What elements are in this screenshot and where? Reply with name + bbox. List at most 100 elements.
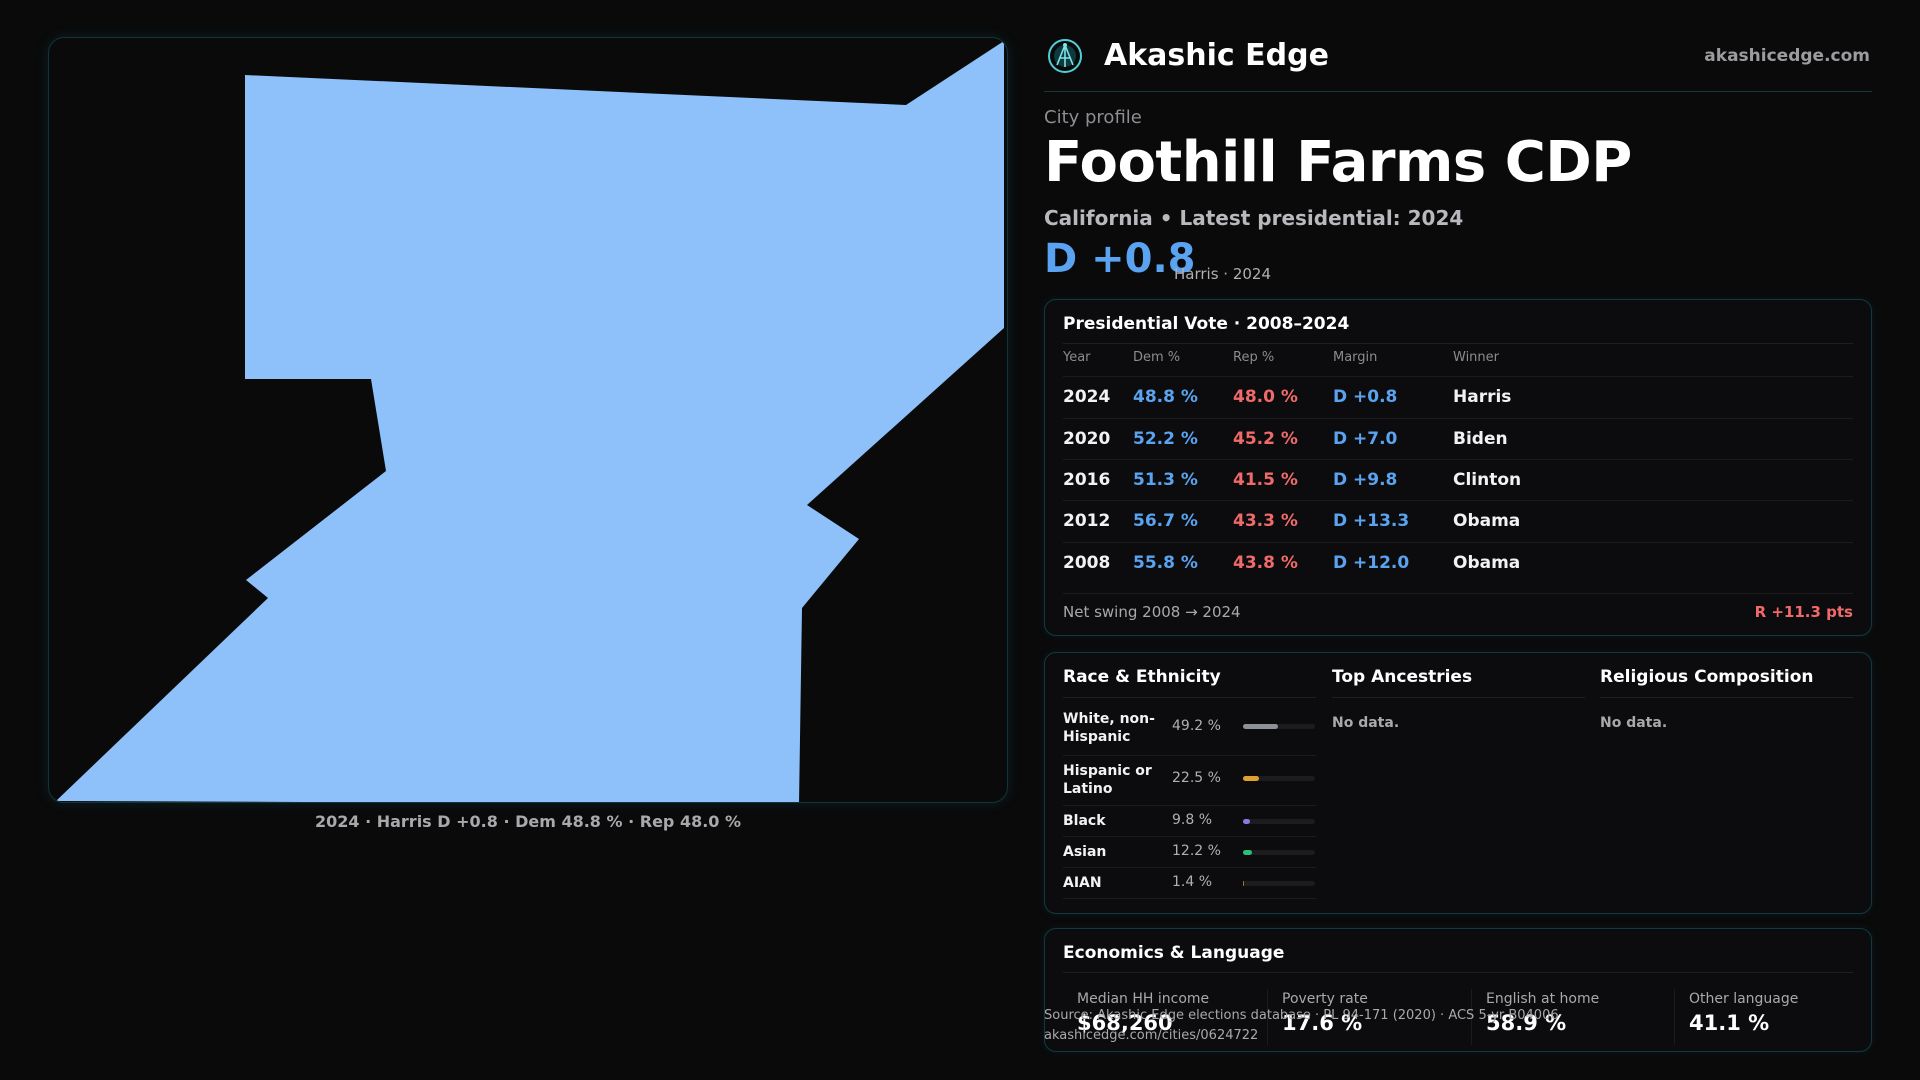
race-name: Hispanic or Latino [1063, 763, 1152, 797]
net-swing-value: R +11.3 pts [1754, 603, 1853, 621]
race-bar [1243, 881, 1315, 886]
race-bar-fill [1243, 881, 1245, 886]
card-title: Economics & Language [1063, 943, 1285, 963]
race-name: Black [1063, 813, 1106, 829]
stat-label: English at home [1486, 991, 1600, 1007]
section-title: Religious Composition [1600, 667, 1814, 687]
row-year: 2012 [1063, 511, 1111, 531]
stat-label: Poverty rate [1282, 991, 1368, 1007]
race-name: White, non-Hispanic [1063, 711, 1155, 745]
presidential-vote-card: Presidential Vote · 2008–2024 Year Dem %… [1044, 299, 1872, 636]
race-value: 49.2 % [1172, 718, 1221, 734]
section-title: Top Ancestries [1332, 667, 1473, 687]
latest-margin-note: Harris · 2024 [1174, 265, 1272, 283]
race-bar-fill [1243, 776, 1260, 781]
race-value: 9.8 % [1172, 812, 1213, 828]
row-margin: D +0.8 [1333, 387, 1398, 407]
empty-state: No data. [1332, 715, 1400, 731]
source-footnote: Source: Akashic Edge elections database … [1044, 1006, 1559, 1046]
race-bar [1243, 724, 1315, 729]
race-row: AIAN 1.4 % [1063, 867, 1316, 898]
row-rep: 43.3 % [1233, 511, 1298, 531]
profile-eyebrow: City profile [1044, 107, 1142, 128]
row-dem: 55.8 % [1133, 553, 1198, 573]
row-margin: D +13.3 [1333, 511, 1410, 531]
profile-subtitle: California • Latest presidential: 2024 [1044, 206, 1464, 230]
race-value: 12.2 % [1172, 843, 1221, 859]
ancestries-section: Top Ancestries No data. [1332, 667, 1585, 767]
row-year: 2008 [1063, 553, 1111, 573]
race-row: White, non-Hispanic 49.2 % [1063, 705, 1316, 755]
row-rep: 45.2 % [1233, 429, 1298, 449]
divider [1063, 898, 1316, 899]
row-winner: Harris [1453, 387, 1512, 407]
section-title: Race & Ethnicity [1063, 667, 1221, 687]
brand-name[interactable]: Akashic Edge [1104, 38, 1329, 73]
column-header-winner: Winner [1453, 350, 1500, 365]
race-name: Asian [1063, 844, 1107, 860]
row-winner: Biden [1453, 429, 1508, 449]
brand-url[interactable]: akashicedge.com [1704, 46, 1870, 66]
map-caption: 2024 · Harris D +0.8 · Dem 48.8 % · Rep … [314, 812, 742, 831]
row-winner: Obama [1453, 511, 1521, 531]
source-url[interactable]: akashicedge.com/cities/0624722 [1044, 1028, 1259, 1043]
econ-stat-median-income: Median HH income $68,260 [1045, 989, 1245, 1045]
row-year: 2020 [1063, 429, 1111, 449]
row-year: 2024 [1063, 387, 1111, 407]
row-winner: Obama [1453, 553, 1521, 573]
map-panel [48, 37, 1008, 803]
net-swing-label: Net swing 2008 → 2024 [1063, 603, 1241, 621]
city-boundary-shape[interactable] [56, 41, 1004, 803]
row-dem: 56.7 % [1133, 511, 1198, 531]
race-bar-fill [1243, 724, 1279, 729]
row-rep: 43.8 % [1233, 553, 1298, 573]
race-bar [1243, 819, 1315, 824]
network-globe-icon[interactable] [1047, 38, 1083, 74]
divider [1063, 343, 1853, 344]
row-year: 2016 [1063, 470, 1111, 490]
race-value: 1.4 % [1172, 874, 1213, 890]
stat-value: 41.1 % [1689, 1011, 1770, 1035]
row-margin: D +12.0 [1333, 553, 1410, 573]
column-header-dem: Dem % [1133, 350, 1181, 365]
econ-stat-other-language: Other language 41.1 % [1674, 989, 1874, 1045]
row-rep: 48.0 % [1233, 387, 1298, 407]
source-text: Source: Akashic Edge elections database … [1044, 1008, 1559, 1023]
row-margin: D +7.0 [1333, 429, 1398, 449]
stat-value: 58.9 % [1486, 1011, 1567, 1035]
table-header: Year Dem % Rep % Margin Winner [1063, 350, 1853, 376]
row-rep: 41.5 % [1233, 470, 1298, 490]
column-header-margin: Margin [1333, 350, 1378, 365]
page-title: Foothill Farms CDP [1044, 130, 1632, 195]
table-row: 2020 52.2 % 45.2 % D +7.0 Biden [1063, 418, 1853, 459]
religion-section: Religious Composition No data. [1600, 667, 1853, 767]
row-winner: Clinton [1453, 470, 1522, 490]
divider [1063, 697, 1316, 698]
economics-card: Economics & Language Median HH income $6… [1044, 928, 1872, 1052]
divider [1600, 697, 1853, 698]
table-row: 2016 51.3 % 41.5 % D +9.8 Clinton [1063, 459, 1853, 500]
stat-value: 17.6 % [1282, 1011, 1363, 1035]
table-row: 2008 55.8 % 43.8 % D +12.0 Obama [1063, 542, 1853, 583]
race-name: AIAN [1063, 875, 1102, 891]
column-header-year: Year [1063, 350, 1091, 365]
latest-margin: D +0.8 [1044, 236, 1196, 282]
row-dem: 48.8 % [1133, 387, 1198, 407]
brand-header: Akashic Edge akashicedge.com [1044, 36, 1872, 92]
race-bar-fill [1243, 850, 1252, 855]
divider [1332, 697, 1585, 698]
table-row: 2024 48.8 % 48.0 % D +0.8 Harris [1063, 376, 1853, 417]
row-margin: D +9.8 [1333, 470, 1398, 490]
race-row: Asian 12.2 % [1063, 836, 1316, 867]
stat-label: Median HH income [1077, 991, 1210, 1007]
race-bar [1243, 776, 1315, 781]
econ-stat-english-home: English at home 58.9 % [1471, 989, 1671, 1045]
race-bar-fill [1243, 819, 1251, 824]
net-swing-row: Net swing 2008 → 2024 R +11.3 pts [1063, 593, 1853, 631]
stat-value: $68,260 [1077, 1011, 1173, 1035]
race-ethnicity-section: Race & Ethnicity White, non-Hispanic 49.… [1063, 667, 1316, 907]
city-boundary-map [56, 41, 1004, 803]
divider [1063, 972, 1853, 973]
empty-state: No data. [1600, 715, 1668, 731]
race-value: 22.5 % [1172, 770, 1221, 786]
